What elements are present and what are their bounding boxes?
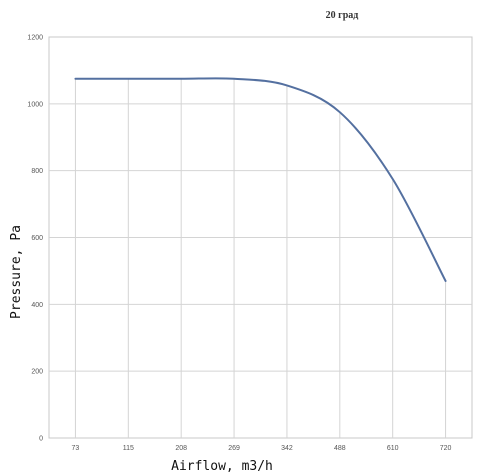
x-tick-label: 342 xyxy=(281,445,293,452)
y-tick-label: 800 xyxy=(31,168,43,175)
y-tick-label: 600 xyxy=(31,235,43,242)
series-line xyxy=(74,77,447,282)
y-tick-label: 1000 xyxy=(27,101,43,108)
y-tick-label: 0 xyxy=(39,436,43,443)
x-tick-label: 269 xyxy=(228,445,240,452)
x-tick-label: 115 xyxy=(123,445,134,452)
y-tick-label: 400 xyxy=(31,302,43,309)
x-tick-label: 720 xyxy=(440,445,452,452)
x-tick-label: 610 xyxy=(387,445,399,452)
vertical-gridlines xyxy=(74,78,447,438)
y-axis-label: Pressure, Pa xyxy=(9,225,24,319)
x-tick-label: 488 xyxy=(334,445,346,452)
x-tick-label: 208 xyxy=(175,445,187,452)
x-axis-label: Airflow, m3/h xyxy=(171,459,273,474)
horizontal-gridlines xyxy=(49,103,472,372)
chart-title: 20 град xyxy=(326,10,359,21)
y-tick-labels: 0 200 400 600 800 1000 1200 xyxy=(27,35,43,443)
x-tick-label: 73 xyxy=(72,445,80,452)
x-tick-labels: 73 115 208 269 342 488 610 720 xyxy=(72,445,452,452)
y-tick-label: 1200 xyxy=(27,35,43,42)
y-tick-label: 200 xyxy=(31,369,43,376)
